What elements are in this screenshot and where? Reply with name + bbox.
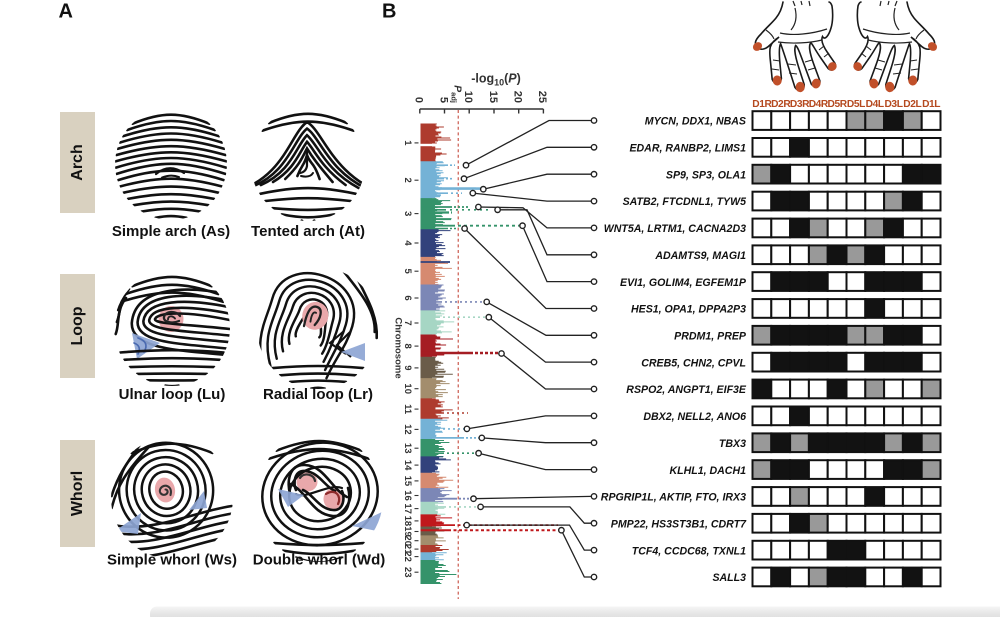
svg-text:0: 0 xyxy=(413,97,425,103)
svg-text:Radial loop (Lr): Radial loop (Lr) xyxy=(263,386,373,403)
svg-text:Arch: Arch xyxy=(69,144,86,180)
svg-text:Simple whorl (Ws): Simple whorl (Ws) xyxy=(107,552,237,569)
svg-text:Loop: Loop xyxy=(69,306,86,345)
svg-text:10: 10 xyxy=(462,91,474,103)
svg-text:10: 10 xyxy=(402,383,413,394)
svg-text:RSPO2, ANGPT1, EIF3E: RSPO2, ANGPT1, EIF3E xyxy=(626,384,747,396)
svg-text:D5L: D5L xyxy=(847,99,865,110)
svg-text:A: A xyxy=(59,1,73,23)
svg-text:2: 2 xyxy=(402,178,413,183)
svg-text:9: 9 xyxy=(402,365,413,370)
svg-text:D5R: D5R xyxy=(828,99,848,110)
svg-text:4: 4 xyxy=(402,240,413,246)
svg-text:SALL3: SALL3 xyxy=(712,572,746,584)
svg-text:Double whorl (Wd): Double whorl (Wd) xyxy=(253,552,385,569)
svg-text:ADAMTS9, MAGI1: ADAMTS9, MAGI1 xyxy=(654,250,746,262)
svg-text:B: B xyxy=(382,1,396,23)
svg-text:D3L: D3L xyxy=(884,99,902,110)
svg-text:TBX3: TBX3 xyxy=(719,438,746,450)
svg-text:CREB5, CHN2, CPVL: CREB5, CHN2, CPVL xyxy=(641,357,746,369)
svg-text:DBX2, NELL2, ANO6: DBX2, NELL2, ANO6 xyxy=(643,411,746,423)
svg-text:20: 20 xyxy=(402,535,413,546)
svg-text:KLHL1, DACH1: KLHL1, DACH1 xyxy=(669,465,746,477)
svg-text:3: 3 xyxy=(402,211,413,216)
svg-text:15: 15 xyxy=(487,91,499,103)
svg-text:18: 18 xyxy=(402,516,413,527)
svg-text:12: 12 xyxy=(402,424,413,435)
svg-text:Tented arch (At): Tented arch (At) xyxy=(251,223,365,240)
svg-text:D1L: D1L xyxy=(922,99,940,110)
svg-text:13: 13 xyxy=(402,443,413,454)
svg-text:11: 11 xyxy=(402,404,413,415)
svg-text:-log10(P): -log10(P) xyxy=(471,72,521,88)
svg-text:Simple arch (As): Simple arch (As) xyxy=(112,223,230,240)
svg-text:14: 14 xyxy=(402,460,413,471)
svg-text:20: 20 xyxy=(512,91,524,103)
svg-text:Whorl: Whorl xyxy=(69,471,86,516)
svg-text:23: 23 xyxy=(402,567,413,578)
svg-text:D2L: D2L xyxy=(903,99,921,110)
svg-text:Ulnar loop (Lu): Ulnar loop (Lu) xyxy=(119,386,226,403)
svg-text:8: 8 xyxy=(402,343,413,348)
svg-text:SP9, SP3, OLA1: SP9, SP3, OLA1 xyxy=(666,169,746,181)
svg-text:RPGRIP1L, AKTIP, FTO, IRX3: RPGRIP1L, AKTIP, FTO, IRX3 xyxy=(601,492,746,504)
svg-text:21: 21 xyxy=(402,544,413,555)
svg-text:D4R: D4R xyxy=(809,99,829,110)
svg-text:PRDM1, PREP: PRDM1, PREP xyxy=(674,331,747,343)
svg-text:D1R: D1R xyxy=(752,99,772,110)
svg-text:SATB2, FTCDNL1, TYW5: SATB2, FTCDNL1, TYW5 xyxy=(623,196,748,208)
svg-text:EDAR, RANBP2, LIMS1: EDAR, RANBP2, LIMS1 xyxy=(629,143,746,155)
svg-text:5: 5 xyxy=(402,269,413,275)
svg-text:16: 16 xyxy=(402,490,413,501)
svg-text:WNT5A, LRTM1, CACNA2D3: WNT5A, LRTM1, CACNA2D3 xyxy=(604,223,746,235)
svg-text:MYCN, DDX1, NBAS: MYCN, DDX1, NBAS xyxy=(645,116,746,128)
svg-text:D3R: D3R xyxy=(790,99,810,110)
svg-text:EVI1, GOLIM4, EGFEM1P: EVI1, GOLIM4, EGFEM1P xyxy=(620,277,747,289)
svg-text:PMP22, HS3ST3B1, CDRT7: PMP22, HS3ST3B1, CDRT7 xyxy=(611,519,747,531)
svg-text:7: 7 xyxy=(402,320,413,325)
svg-text:6: 6 xyxy=(402,295,413,300)
svg-text:HES1, OPA1, DPPA2P3: HES1, OPA1, DPPA2P3 xyxy=(631,304,746,316)
svg-text:15: 15 xyxy=(402,476,413,487)
svg-text:22: 22 xyxy=(402,551,413,562)
svg-text:17: 17 xyxy=(402,503,413,514)
svg-text:D4L: D4L xyxy=(866,99,884,110)
svg-text:19: 19 xyxy=(402,526,413,537)
svg-text:1: 1 xyxy=(402,140,413,146)
svg-text:25: 25 xyxy=(536,91,548,103)
svg-text:TCF4, CCDC68, TXNL1: TCF4, CCDC68, TXNL1 xyxy=(632,545,746,557)
svg-text:Chromosome: Chromosome xyxy=(393,317,404,378)
svg-text:D2R: D2R xyxy=(771,99,791,110)
svg-text:5: 5 xyxy=(437,97,449,103)
